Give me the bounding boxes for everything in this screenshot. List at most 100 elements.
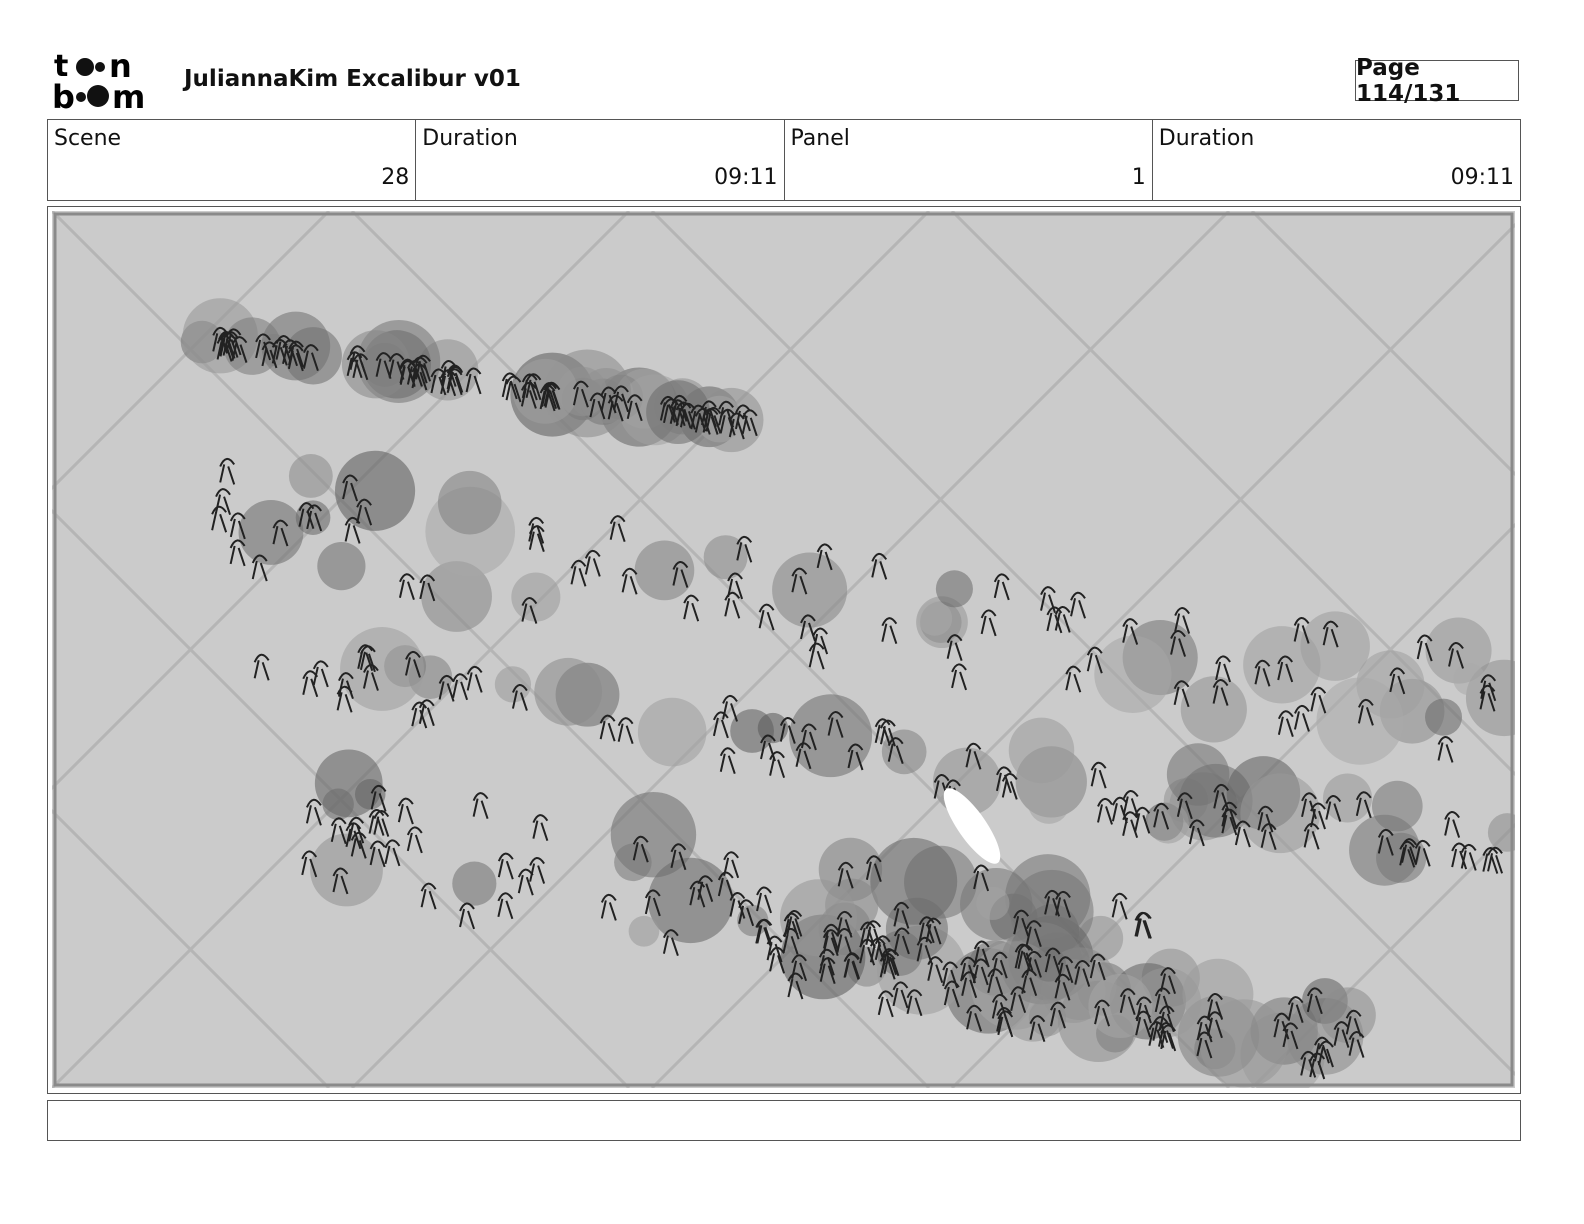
crowd-figure [1322, 620, 1339, 648]
ink-blob [1240, 773, 1321, 854]
crowd-figure [1213, 783, 1230, 811]
crowd-figure [906, 989, 923, 1017]
crowd-figure [672, 561, 689, 588]
ink-blob [1166, 743, 1230, 806]
crowd-figure [418, 699, 435, 727]
crowd-figure [724, 591, 741, 619]
crowd-figure [1044, 947, 1061, 975]
page-number: Page 114/131 [1355, 55, 1519, 107]
svg-text:b: b [52, 78, 75, 112]
ink-blob [614, 843, 652, 882]
crowd-figure [1174, 607, 1191, 634]
crowd-figure [218, 330, 234, 358]
ink-blob [1425, 698, 1463, 736]
crowd-figure [892, 981, 909, 1009]
crowd-figure [995, 766, 1012, 794]
crowd-figure [951, 663, 968, 691]
crowd-figure [1135, 1010, 1152, 1038]
crowd-figure [342, 474, 359, 502]
scene-duration-value: 09:11 [714, 165, 778, 190]
ink-blob [1088, 973, 1153, 1039]
crowd-figure [723, 851, 740, 879]
crowd-figure [1086, 646, 1103, 674]
crowd-figure [961, 971, 978, 999]
crowd-figure [1065, 665, 1082, 693]
crowd-figure [261, 341, 278, 369]
crowd-figure [671, 394, 688, 422]
crowd-figure [1054, 973, 1071, 1001]
ink-blob [317, 542, 366, 591]
crowd-figure [1153, 802, 1170, 830]
panel-label: Panel [790, 126, 850, 151]
ink-blob [628, 915, 660, 947]
scene-label: Scene [54, 126, 122, 151]
crowd-figure [871, 552, 888, 580]
crowd-figure [521, 597, 538, 624]
crowd-figure [301, 850, 318, 878]
crowd-figure [357, 644, 374, 672]
crowd-figure [1221, 801, 1238, 829]
crowd-figure [1301, 792, 1317, 820]
crowd-figure [980, 609, 997, 637]
ink-blob [1349, 814, 1421, 886]
crowd-figure [384, 839, 401, 867]
crowd-figure [1293, 704, 1310, 732]
crowd-figure [253, 653, 270, 681]
ink-blob [288, 454, 333, 498]
crowd-figure [865, 920, 882, 948]
ink-blob [1008, 717, 1075, 784]
crowd-figure [1135, 912, 1152, 939]
crowd-figure [1306, 987, 1323, 1015]
crowd-figure [1212, 679, 1229, 706]
ink-blob [494, 666, 532, 703]
grid-line [1250, 211, 1515, 477]
crowd-figure [769, 946, 786, 974]
crowd-figure [1254, 659, 1271, 687]
crowd-figure [397, 797, 414, 825]
crowd-figure [420, 882, 437, 910]
crowd-figure [621, 567, 638, 595]
crowd-figure [1134, 806, 1151, 834]
crowd-figure [690, 404, 707, 432]
panel-frame [53, 212, 1514, 1087]
crowd-figure [1046, 606, 1063, 634]
crowd-figure [459, 902, 475, 930]
crowd-figure [600, 386, 617, 414]
crowd-figure [465, 367, 482, 395]
crowd-figure [229, 512, 246, 540]
crowd-figure [758, 603, 775, 631]
ink-blob [452, 861, 497, 906]
crowd-figure [1293, 616, 1310, 644]
crowd-figure [942, 961, 959, 989]
ink-blob [881, 729, 927, 775]
crowd-figure [1437, 735, 1454, 763]
crowd-figure [1479, 684, 1496, 712]
crowd-figure [609, 515, 626, 543]
ink-blob [1180, 676, 1247, 743]
crowd-figure [719, 747, 736, 775]
crowd-figure [800, 723, 817, 751]
toon-boom-logo: t n b m [52, 47, 164, 116]
ink-blob [634, 540, 695, 601]
crowd-figure [1070, 591, 1086, 619]
crowd-figure [600, 893, 617, 921]
ink-blob [1094, 635, 1172, 714]
scene-value: 28 [381, 165, 410, 190]
crowd-figure [1170, 630, 1187, 657]
crowd-figure [388, 353, 405, 380]
crowd-figure [1257, 805, 1274, 833]
crowd-figure [1345, 1009, 1362, 1037]
panel-drawing [52, 211, 1515, 1088]
crowd-figure [369, 840, 386, 868]
crowd-figure [1355, 791, 1372, 819]
crowd-figure [1001, 772, 1018, 800]
crowd-figure [769, 751, 786, 778]
crowd-figure [1040, 586, 1056, 613]
crowd-figure [712, 711, 729, 739]
crowd-figure [943, 980, 960, 1008]
crowd-figure [1401, 838, 1418, 866]
crowd-figure [219, 457, 236, 485]
ink-blob [935, 570, 973, 608]
crowd-figure [1277, 710, 1294, 738]
crowd-figure [346, 351, 363, 379]
